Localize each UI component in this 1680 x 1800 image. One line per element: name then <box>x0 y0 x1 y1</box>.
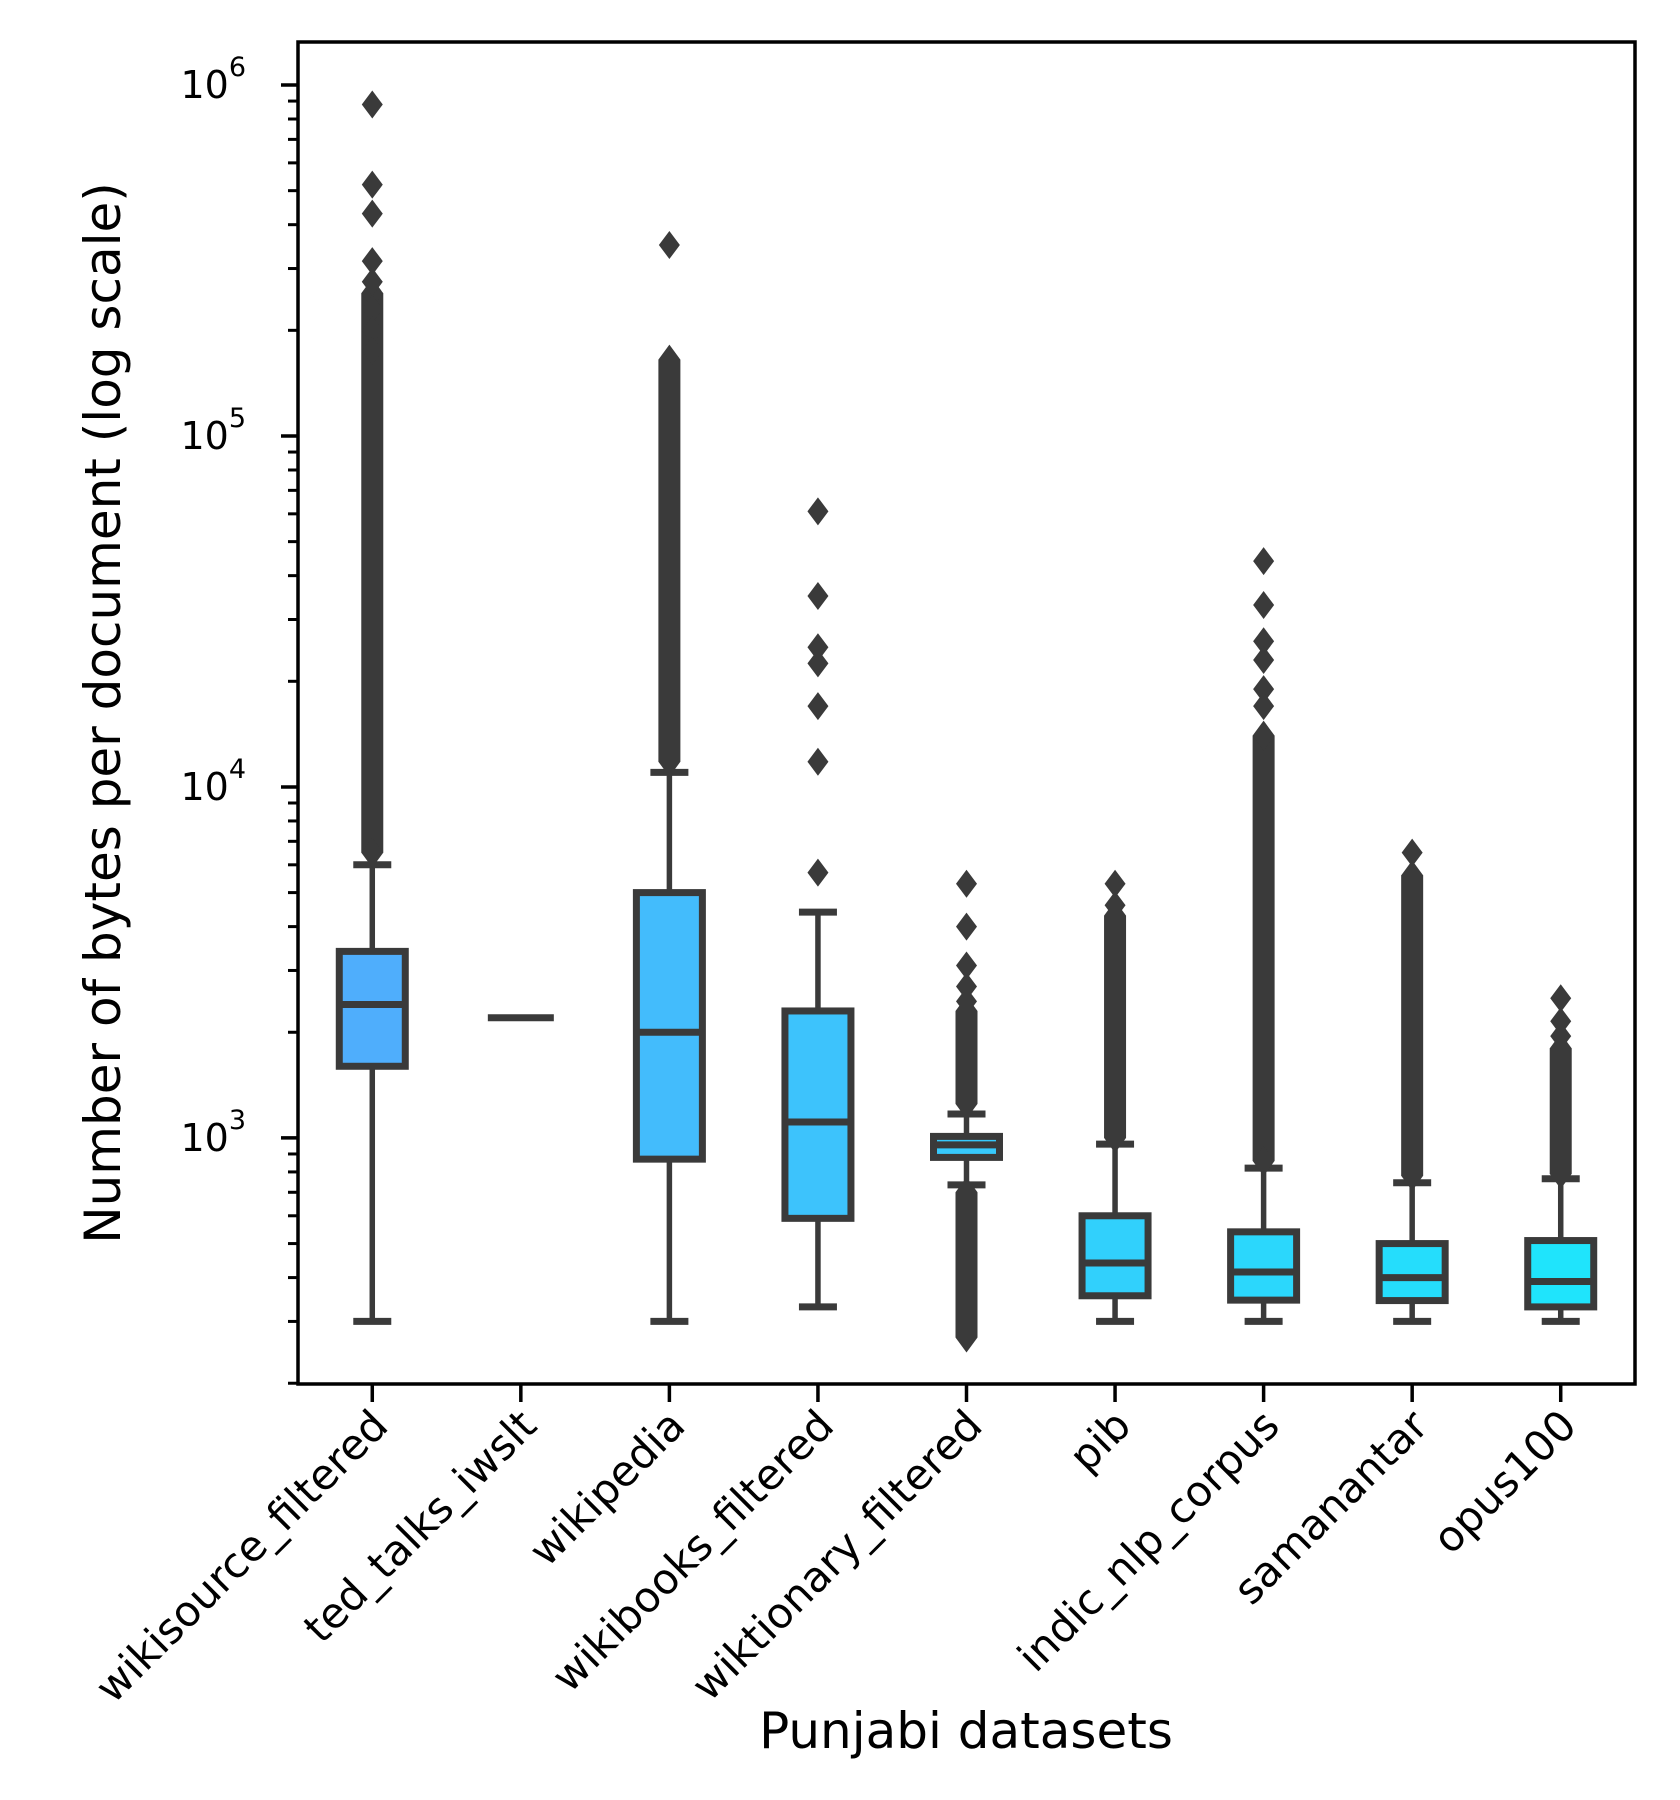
outlier-band-pib <box>1104 915 1127 1138</box>
outlier-diamond-wikipedia <box>658 381 680 410</box>
outlier-diamond-wikibooks_filtered <box>807 581 829 610</box>
outlier-band-tip-wikisource_filtered <box>361 837 384 868</box>
outlier-diamond-wikisource_filtered <box>361 170 383 199</box>
x-tick-label-opus100: opus100 <box>1423 1400 1586 1563</box>
y-tick-label: 105 <box>180 403 246 458</box>
y-axis-label: Number of bytes per document (log scale) <box>74 182 132 1244</box>
outlier-diamond-wikisource_filtered <box>361 199 383 228</box>
outlier-diamond-indic_nlp_corpus <box>1253 692 1275 721</box>
y-tick-label: 106 <box>180 52 246 107</box>
outlier-diamond-indic_nlp_corpus <box>1253 590 1275 619</box>
outlier-diamond-wikipedia <box>658 360 680 389</box>
outlier-band-tip-opus100 <box>1549 1158 1572 1189</box>
outlier-diamond-samanantar <box>1401 878 1423 907</box>
outlier-band-tip-wiktionary_filtered <box>955 1322 978 1353</box>
outlier-diamond-wikisource_filtered <box>361 295 383 324</box>
x-tick-label-wiktionary_filtered: wiktionary_filtered <box>682 1400 992 1710</box>
outlier-band-wiktionary_filtered <box>955 1192 978 1338</box>
y-tick-label: 103 <box>180 1105 246 1160</box>
outlier-diamond-opus100 <box>1550 984 1572 1013</box>
outlier-diamond-wikisource_filtered <box>361 267 383 296</box>
box-pib <box>1078 1212 1152 1300</box>
outlier-diamond-indic_nlp_corpus <box>1253 627 1275 656</box>
outlier-diamond-indic_nlp_corpus <box>1253 547 1275 576</box>
outlier-diamond-wikisource_filtered <box>361 90 383 119</box>
outlier-diamond-wikipedia <box>658 231 680 260</box>
outlier-diamond-indic_nlp_corpus <box>1253 645 1275 674</box>
outlier-band-opus100 <box>1549 1048 1572 1174</box>
box-indic_nlp_corpus <box>1227 1228 1301 1304</box>
outlier-band-tip-wiktionary_filtered <box>955 1088 978 1119</box>
outlier-diamond-wikibooks_filtered <box>807 747 829 776</box>
outlier-diamond-wiktionary_filtered <box>956 987 977 1016</box>
x-tick-label-wikisource_filtered: wikisource_filtered <box>86 1400 398 1712</box>
box-wikisource_filtered <box>335 947 409 1070</box>
outlier-diamond-pib <box>1104 869 1126 898</box>
outlier-band-indic_nlp_corpus <box>1252 735 1275 1161</box>
outlier-band-tip-samanantar <box>1401 860 1424 891</box>
box-opus100 <box>1524 1237 1598 1311</box>
outlier-diamond-wiktionary_filtered <box>956 912 977 941</box>
outlier-diamond-wikibooks_filtered <box>807 633 829 662</box>
box-wikipedia <box>632 889 706 1163</box>
outlier-diamond-pib <box>1104 891 1126 920</box>
outlier-diamond-wikibooks_filtered <box>807 692 829 721</box>
outlier-diamond-wiktionary_filtered <box>956 951 977 980</box>
x-tick-label-indic_nlp_corpus: indic_nlp_corpus <box>1008 1400 1289 1681</box>
outlier-diamond-wikisource_filtered <box>361 247 383 276</box>
outlier-band-tip-indic_nlp_corpus <box>1252 720 1275 751</box>
outlier-diamond-wikisource_filtered <box>361 336 383 365</box>
y-tick-label: 104 <box>180 754 246 809</box>
outlier-band-tip-indic_nlp_corpus <box>1252 1145 1275 1176</box>
outlier-band-wikipedia <box>658 359 681 762</box>
outlier-band-tip-pib <box>1104 1122 1127 1153</box>
box-samanantar <box>1375 1240 1449 1305</box>
outlier-diamond-opus100 <box>1550 1022 1572 1051</box>
outlier-diamond-indic_nlp_corpus <box>1253 675 1275 704</box>
outlier-diamond-samanantar <box>1401 898 1423 927</box>
outlier-band-tip-wiktionary_filtered <box>955 1177 978 1208</box>
x-tick-label-wikibooks_filtered: wikibooks_filtered <box>542 1400 843 1701</box>
outlier-band-tip-samanantar <box>1401 1160 1424 1191</box>
outlier-diamond-wiktionary_filtered <box>956 869 977 898</box>
plot-border <box>296 40 1637 1386</box>
outlier-diamond-opus100 <box>1550 1007 1572 1036</box>
outlier-band-wiktionary_filtered <box>955 1010 978 1104</box>
outlier-band-samanantar <box>1401 875 1424 1176</box>
outlier-diamond-wikisource_filtered <box>361 316 383 345</box>
outlier-band-tip-wikipedia <box>658 746 681 777</box>
x-axis-label: Punjabi datasets <box>759 1702 1173 1760</box>
outlier-diamond-samanantar <box>1401 838 1423 867</box>
outlier-diamond-wikibooks_filtered <box>807 649 829 678</box>
outlier-band-tip-wikipedia <box>658 344 681 375</box>
box-wikibooks_filtered <box>781 1007 855 1222</box>
outlier-diamond-wikibooks_filtered <box>807 497 829 526</box>
outlier-diamond-wiktionary_filtered <box>956 972 977 1001</box>
outlier-diamond-wikipedia <box>658 407 680 436</box>
chart-marks-layer: 103104105106wikisource_filteredted_talks… <box>86 52 1598 1712</box>
x-tick-label-pib: pib <box>1060 1400 1141 1481</box>
outlier-band-wikisource_filtered <box>361 293 384 853</box>
outlier-diamond-wikibooks_filtered <box>807 858 829 887</box>
